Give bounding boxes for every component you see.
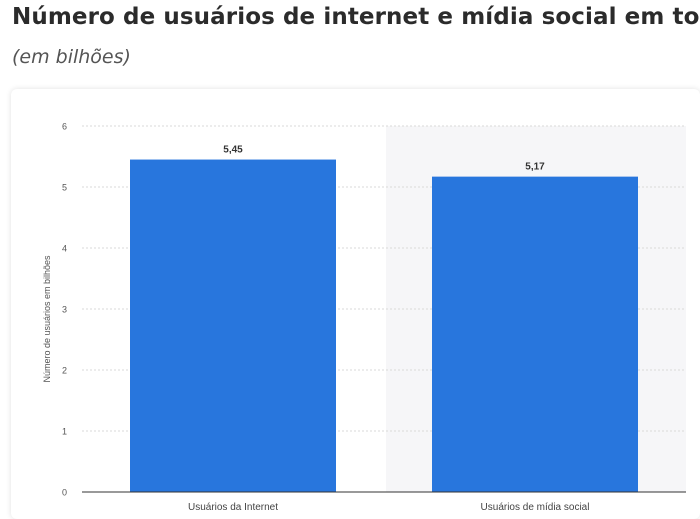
y-tick-label: 5 [62,183,67,193]
page-title: Número de usuários de internet e mídia s… [12,4,700,30]
bars [130,159,638,493]
value-label: 5,17 [525,162,545,173]
category-labels: Usuários da Internet Usuários de mídia so… [188,502,590,513]
bar[interactable] [432,176,638,492]
category-label: Usuários de mídia social [481,502,590,513]
y-tick-label: 1 [62,427,67,437]
y-tick-labels: 0 1 2 3 4 5 6 [62,122,67,498]
y-tick-label: 4 [62,244,67,254]
page-subtitle: (em bilhões) [12,46,131,68]
y-axis-title: Número de usuários em bilhões [42,255,52,383]
bar[interactable] [130,159,336,493]
value-labels: 5,45 5,17 [223,145,545,173]
y-tick-label: 6 [62,122,67,132]
y-tick-label: 2 [62,366,67,376]
category-label: Usuários da Internet [188,502,278,513]
y-tick-label: 0 [62,488,67,498]
value-label: 5,45 [223,145,243,156]
y-tick-label: 3 [62,305,67,315]
